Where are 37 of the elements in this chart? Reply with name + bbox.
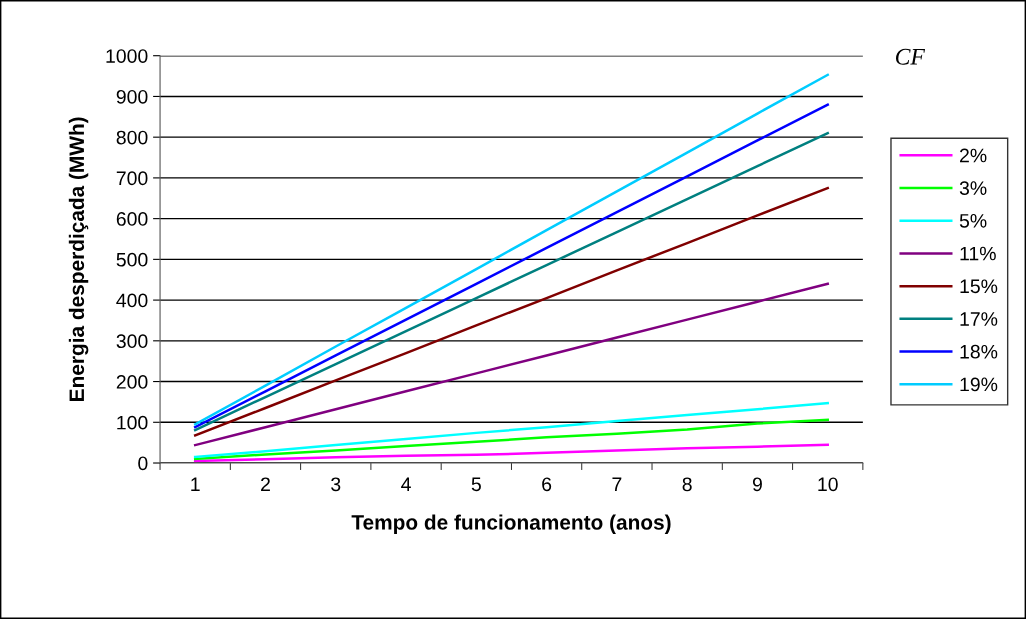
y-tick-label: 100 <box>117 415 148 430</box>
y-tick-label: 500 <box>116 252 148 267</box>
legend-label: 15% <box>960 279 998 294</box>
y-tick-label: 700 <box>116 171 148 186</box>
y-tick-label: 1000 <box>106 49 148 63</box>
y-tick-label: 200 <box>116 375 148 389</box>
x-tick-label: 3 <box>331 477 341 492</box>
x-tick-label: 6 <box>542 477 552 492</box>
y-tick-label: 400 <box>116 293 148 308</box>
legend-label: 5% <box>959 214 987 228</box>
legend-label: 2% <box>960 148 987 163</box>
x-tick-label: 4 <box>401 477 411 491</box>
x-tick-label: 8 <box>682 477 692 492</box>
x-tick-label: 9 <box>752 477 762 492</box>
line-series <box>193 418 829 461</box>
y-tick-label: 600 <box>116 212 148 226</box>
x-tick-label: 5 <box>471 477 481 492</box>
line-series <box>193 401 829 459</box>
legend-title: CF <box>895 48 926 65</box>
y-axis-title: Energia desperdiçada (MWh) <box>68 117 89 401</box>
y-tick-label: 900 <box>116 89 148 104</box>
x-tick-label: 2 <box>261 477 270 491</box>
x-tick-label: 7 <box>612 477 622 491</box>
line-series <box>193 282 829 447</box>
line-series <box>193 186 829 437</box>
legend-label: 3% <box>959 181 987 196</box>
legend-label: 18% <box>960 344 998 359</box>
x-tick-label: 1 <box>191 477 200 491</box>
legend-label: 19% <box>960 377 998 392</box>
y-tick-label: 0 <box>138 456 148 471</box>
legend-label: 11% <box>960 246 996 261</box>
x-axis-title: Tempo de funcionamento (anos) <box>351 514 671 534</box>
y-tick-label: 300 <box>116 334 148 349</box>
line-series <box>193 443 829 463</box>
x-tick-label: 10 <box>818 477 838 492</box>
y-tick-label: 800 <box>116 130 148 145</box>
legend-label: 17% <box>960 312 998 326</box>
